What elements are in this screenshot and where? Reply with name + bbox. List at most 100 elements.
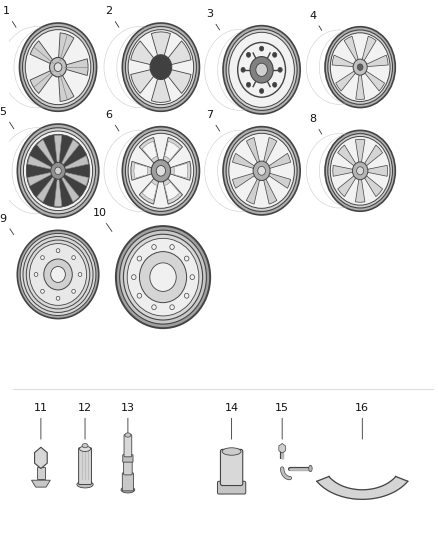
- Ellipse shape: [223, 26, 300, 114]
- Polygon shape: [246, 176, 260, 204]
- Polygon shape: [166, 161, 191, 180]
- Ellipse shape: [253, 161, 270, 181]
- Ellipse shape: [309, 465, 312, 472]
- Ellipse shape: [184, 256, 189, 261]
- Text: 5: 5: [0, 107, 14, 128]
- Ellipse shape: [128, 133, 194, 208]
- Polygon shape: [332, 55, 356, 67]
- Text: 8: 8: [309, 115, 322, 134]
- Polygon shape: [336, 69, 357, 91]
- Polygon shape: [28, 172, 54, 186]
- Ellipse shape: [325, 131, 396, 211]
- Text: 3: 3: [206, 9, 219, 30]
- Ellipse shape: [272, 52, 277, 57]
- Ellipse shape: [222, 448, 241, 455]
- Ellipse shape: [330, 136, 390, 205]
- Ellipse shape: [77, 481, 93, 488]
- FancyBboxPatch shape: [122, 473, 134, 491]
- Ellipse shape: [26, 240, 90, 309]
- Polygon shape: [32, 480, 50, 487]
- Polygon shape: [35, 447, 47, 469]
- Polygon shape: [266, 172, 291, 188]
- Polygon shape: [364, 55, 388, 67]
- Ellipse shape: [22, 27, 94, 108]
- Ellipse shape: [256, 63, 267, 76]
- Ellipse shape: [325, 27, 396, 108]
- Text: 10: 10: [92, 208, 112, 231]
- Polygon shape: [139, 175, 159, 204]
- Ellipse shape: [226, 29, 297, 110]
- Ellipse shape: [41, 256, 44, 260]
- Ellipse shape: [131, 274, 136, 280]
- Polygon shape: [363, 69, 385, 91]
- Ellipse shape: [44, 259, 72, 290]
- Polygon shape: [246, 138, 260, 166]
- Ellipse shape: [357, 167, 364, 175]
- Ellipse shape: [18, 124, 99, 217]
- Polygon shape: [54, 176, 62, 206]
- Polygon shape: [266, 154, 291, 169]
- Polygon shape: [60, 140, 79, 167]
- Polygon shape: [233, 172, 257, 188]
- Text: 7: 7: [206, 110, 219, 131]
- Polygon shape: [363, 174, 383, 197]
- Ellipse shape: [151, 160, 170, 182]
- Ellipse shape: [122, 23, 199, 111]
- FancyBboxPatch shape: [217, 481, 246, 494]
- Ellipse shape: [72, 289, 75, 293]
- Text: 4: 4: [309, 11, 322, 30]
- Polygon shape: [162, 138, 183, 166]
- Polygon shape: [131, 69, 157, 93]
- Polygon shape: [263, 138, 277, 166]
- Ellipse shape: [137, 256, 141, 261]
- Polygon shape: [134, 163, 148, 178]
- Ellipse shape: [51, 163, 65, 179]
- Ellipse shape: [72, 256, 75, 260]
- Polygon shape: [63, 59, 88, 76]
- Ellipse shape: [79, 446, 91, 451]
- Ellipse shape: [156, 166, 166, 176]
- Text: 14: 14: [225, 403, 239, 439]
- Polygon shape: [28, 156, 54, 170]
- Polygon shape: [58, 33, 74, 62]
- Ellipse shape: [23, 237, 93, 312]
- Polygon shape: [338, 145, 357, 168]
- Ellipse shape: [328, 30, 392, 104]
- Ellipse shape: [170, 305, 174, 310]
- Ellipse shape: [152, 305, 156, 310]
- Ellipse shape: [152, 245, 156, 249]
- Ellipse shape: [125, 27, 196, 108]
- Polygon shape: [37, 140, 56, 167]
- FancyBboxPatch shape: [37, 467, 45, 479]
- Ellipse shape: [226, 130, 297, 212]
- Polygon shape: [333, 165, 356, 176]
- Ellipse shape: [357, 64, 363, 70]
- Polygon shape: [344, 36, 359, 63]
- Ellipse shape: [247, 83, 251, 87]
- Ellipse shape: [18, 230, 99, 319]
- Ellipse shape: [29, 244, 87, 305]
- Polygon shape: [317, 477, 408, 499]
- Ellipse shape: [49, 58, 67, 77]
- Ellipse shape: [128, 30, 194, 104]
- Ellipse shape: [82, 443, 88, 448]
- Ellipse shape: [259, 88, 264, 93]
- Text: 15: 15: [275, 403, 289, 439]
- Text: 11: 11: [34, 403, 48, 439]
- Polygon shape: [60, 175, 79, 202]
- Text: 1: 1: [3, 6, 16, 27]
- Ellipse shape: [26, 134, 90, 207]
- Ellipse shape: [241, 67, 245, 72]
- Ellipse shape: [170, 245, 174, 249]
- Ellipse shape: [121, 487, 135, 493]
- Ellipse shape: [122, 127, 199, 215]
- Ellipse shape: [125, 130, 196, 212]
- Ellipse shape: [25, 30, 91, 104]
- Ellipse shape: [150, 263, 176, 292]
- Ellipse shape: [139, 252, 187, 303]
- Polygon shape: [165, 41, 191, 66]
- Text: 13: 13: [121, 403, 135, 439]
- Polygon shape: [30, 41, 55, 65]
- Ellipse shape: [34, 272, 38, 277]
- Ellipse shape: [184, 293, 189, 298]
